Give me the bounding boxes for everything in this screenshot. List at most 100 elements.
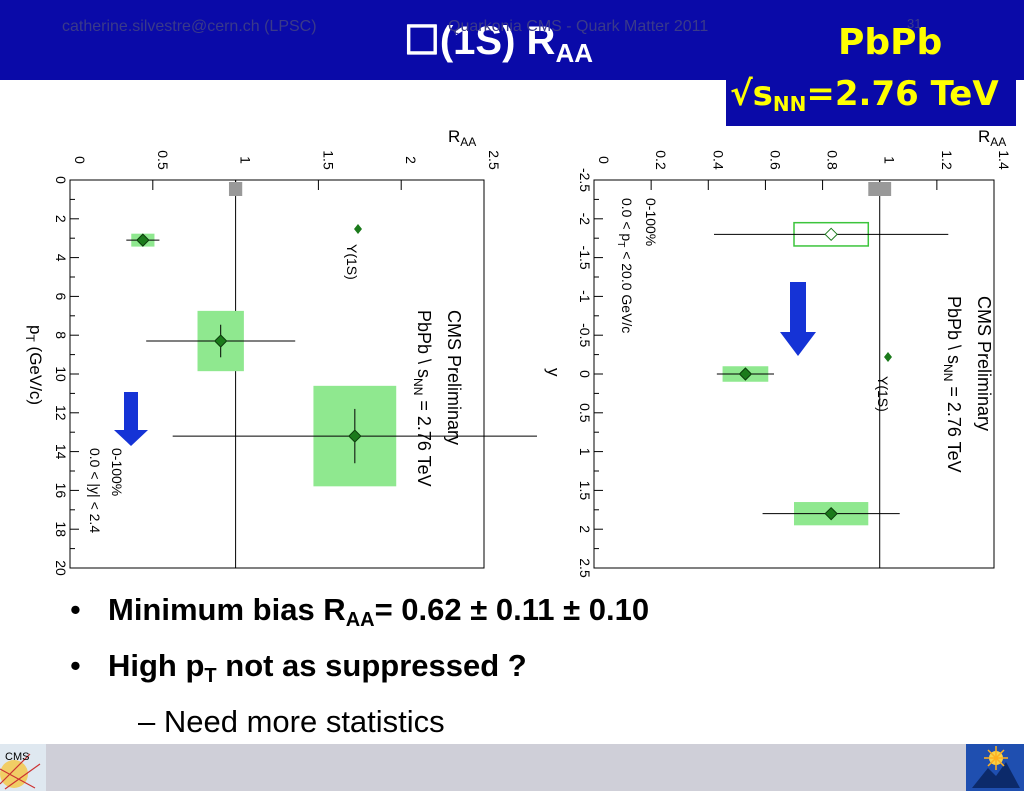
global-uncertainty-box	[228, 182, 243, 196]
x-tick-label: 2.5	[577, 558, 593, 578]
bullet-dot-icon: •	[70, 592, 81, 627]
svg-text:PbPb \ sNN = 2.76 TeV: PbPb \ sNN = 2.76 TeV	[411, 310, 434, 487]
raa-vs-pt-chart: 0 2 4 6 8 10 12 14 16 18 20 0 0.5 1 1.5 2 2.5 RAA pT (G…	[23, 127, 537, 576]
bullet-dot-icon: •	[70, 648, 81, 683]
x-tick-label: 0.5	[577, 403, 593, 423]
x-tick-label: 8	[53, 331, 69, 339]
centrality-text: 0-100%	[643, 198, 659, 246]
x-tick-label: -2.5	[577, 168, 593, 192]
data-point	[824, 227, 838, 242]
data-point	[824, 506, 838, 521]
data-marks	[714, 180, 949, 568]
data-point	[738, 367, 753, 381]
x-tick-label: 1	[577, 448, 593, 456]
x-tick-label: 16	[53, 483, 69, 499]
y-tick-label: 0.6	[767, 150, 783, 170]
data-point	[348, 429, 362, 443]
y-axis-ticks: 0 0.2 0.4 0.6 0.8 1 1.2 1.4	[593, 150, 1012, 190]
footer-talk-title: Quarkonia CMS - Quark Matter 2011	[448, 18, 709, 35]
legend-marker	[884, 352, 892, 362]
y-tick-label: 0.5	[155, 150, 171, 170]
x-tick-label: 18	[53, 521, 69, 537]
footer-email[interactable]: catherine.silvestre@cern.ch (LPSC)	[62, 18, 317, 35]
legend-marker	[354, 224, 362, 234]
page-number: 31	[907, 16, 922, 31]
y-tick-label: 0.8	[825, 150, 841, 170]
energy-value: =2.76 TeV	[806, 74, 999, 114]
bullet-text: Minimum bias R	[108, 592, 346, 627]
x-tick-label: 14	[53, 444, 69, 460]
x-tick-label: 20	[53, 560, 69, 576]
legend-label: Υ(1S)	[875, 376, 891, 412]
arrow-down-icon	[780, 282, 816, 356]
footer	[0, 744, 1024, 791]
svg-text:0-100%: 0-100%	[109, 448, 125, 496]
x-tick-label: 10	[53, 366, 69, 382]
pt-range-text: 0.0 < pT < 20.0 GeV/c	[615, 198, 635, 333]
svg-text:PbPb \ sNN = 2.76 TeV: PbPb \ sNN = 2.76 TeV	[941, 296, 964, 473]
x-axis-ticks: -2.5 -2 -1.5 -1 -0.5 0 0.5 1 1.5 2 2.5	[577, 168, 603, 578]
y-tick-label: 1.4	[996, 150, 1012, 170]
svg-text:CMS: CMS	[5, 751, 29, 763]
raa-vs-rapidity-chart: -2.5-2-1.5-1-0.500.511.522.5 0 0.2 0.4 0.6 0…	[544, 127, 1012, 578]
collision-energy-label: √sNN=2.76 TeV	[730, 74, 999, 116]
y-axis-ticks: 0 0.5 1 1.5 2 2.5	[69, 150, 502, 190]
bullet-list: • Minimum bias RAA= 0.62 ± 0.11 ± 0.10 • H…	[70, 592, 970, 740]
x-axis-ticks: 0 2 4 6 8 10 12 14 16 18 20	[53, 176, 79, 576]
cms-preliminary-text: CMS Preliminary	[444, 310, 464, 445]
svg-text:y: y	[544, 368, 563, 377]
slide-title-subscript: AA	[555, 38, 593, 68]
centrality-text: 0-100%	[109, 448, 125, 496]
energy-box	[726, 68, 1016, 126]
bullet-subscript: T	[204, 665, 217, 687]
legend: Υ(1S)	[875, 352, 892, 412]
slide-title-main: (1S) R	[439, 19, 556, 63]
x-tick-label: 2	[577, 525, 593, 533]
rapidity-range-text: 0.0 < |y| < 2.4	[87, 448, 103, 533]
subbullet-statistics: – Need more statistics	[138, 704, 445, 739]
svg-text:CMS Preliminary: CMS Preliminary	[974, 296, 994, 431]
x-tick-label: -1.5	[577, 246, 593, 270]
x-axis-label: pT (GeV/c)	[23, 325, 45, 405]
bullet-min-bias: • Minimum bias RAA= 0.62 ± 0.11 ± 0.10	[70, 592, 970, 648]
pbpb-energy-text: PbPb \ sNN = 2.76 TeV	[411, 310, 434, 487]
svg-text:CMS Preliminary: CMS Preliminary	[444, 310, 464, 445]
slide-title: ☐(1S) RAA	[404, 18, 593, 69]
x-tick-label: 0	[53, 176, 69, 184]
y-tick-label: 1.2	[939, 150, 955, 170]
x-tick-label: 12	[53, 405, 69, 421]
x-tick-label: 0	[577, 370, 593, 378]
cms-logo-icon: CMS	[0, 744, 46, 791]
bullet-text: High p	[108, 648, 205, 683]
y-tick-label: 1.5	[320, 150, 336, 170]
bullet-value: not as suppressed ?	[216, 648, 527, 683]
legend: Υ(1S)	[344, 224, 362, 280]
collision-system-label: PbPb	[838, 22, 943, 63]
y-tick-label: 0	[72, 156, 88, 164]
title-bar	[0, 0, 1024, 80]
x-tick-label: 2	[53, 215, 69, 223]
data-marks	[126, 180, 537, 568]
y-tick-label: 1	[882, 156, 898, 164]
x-tick-label: -2	[577, 213, 593, 226]
svg-text:0.0 < pT < 20.0 GeV/c: 0.0 < pT < 20.0 GeV/c	[615, 198, 635, 333]
y-tick-label: 1	[238, 156, 254, 164]
y-tick-label: 0.2	[653, 150, 669, 170]
energy-subscript: NN	[772, 92, 807, 116]
y-tick-label: 0	[596, 156, 612, 164]
global-uncertainty-box	[868, 182, 892, 196]
y-axis-label: RAA	[978, 127, 1006, 149]
x-tick-label: 1.5	[577, 481, 593, 501]
data-point	[136, 233, 150, 247]
bullet-value: = 0.62 ± 0.11 ± 0.10	[374, 592, 650, 627]
x-tick-label: 4	[53, 254, 69, 262]
energy-prefix: √s	[730, 74, 773, 114]
quark-matter-logo-icon	[966, 744, 1024, 791]
x-tick-label: -0.5	[577, 323, 593, 347]
y-tick-label: 2	[403, 156, 419, 164]
bullet-high-pt: • High pT not as suppressed ?	[70, 648, 970, 704]
arrow-down-icon	[114, 392, 148, 446]
bullet-subscript: AA	[345, 609, 375, 631]
legend-label: Υ(1S)	[344, 244, 360, 280]
y-tick-label: 0.4	[710, 150, 726, 170]
